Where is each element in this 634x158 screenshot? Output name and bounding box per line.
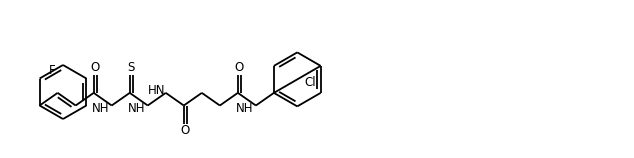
Text: NH: NH — [92, 102, 110, 115]
Text: NH: NH — [236, 102, 254, 115]
Text: Cl: Cl — [304, 76, 316, 89]
Text: S: S — [127, 61, 135, 74]
Text: O: O — [181, 124, 190, 137]
Text: NH: NH — [128, 102, 145, 115]
Text: O: O — [91, 61, 100, 74]
Text: HN: HN — [148, 84, 165, 97]
Text: F: F — [49, 64, 56, 76]
Text: O: O — [235, 61, 244, 74]
